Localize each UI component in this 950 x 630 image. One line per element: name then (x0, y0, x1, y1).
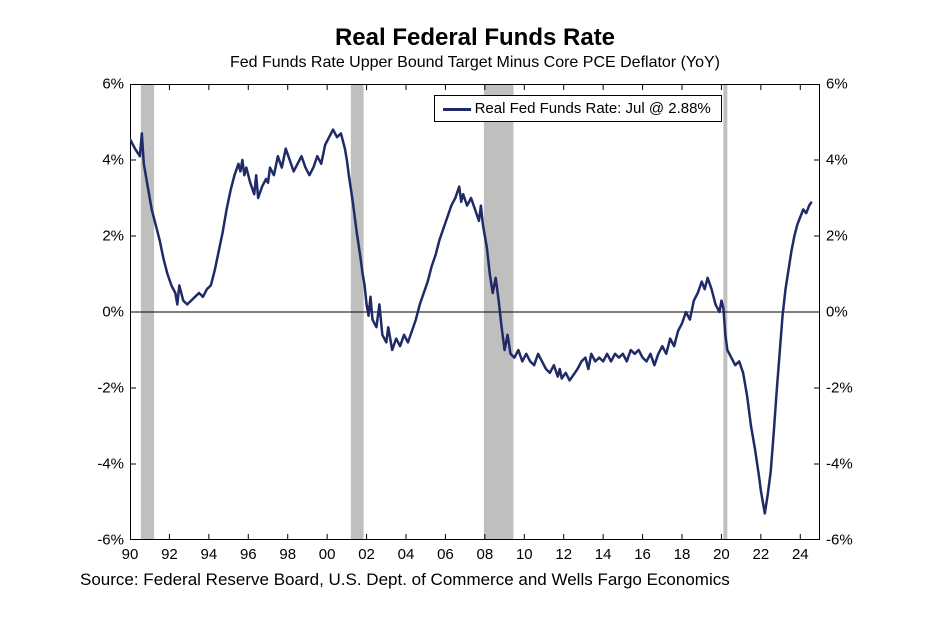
ytick-right: -2% (826, 380, 853, 397)
ytick-right: 4% (826, 152, 848, 169)
chart-legend: Real Fed Funds Rate: Jul @ 2.88% (434, 95, 722, 122)
ytick-right: 0% (826, 304, 848, 321)
chart-svg (130, 84, 820, 540)
plot-area: Real Fed Funds Rate: Jul @ 2.88% -6%-6%-… (130, 84, 820, 540)
chart-title: Real Federal Funds Rate (0, 24, 950, 52)
xtick: 12 (555, 546, 572, 563)
ytick-left: -6% (97, 532, 124, 549)
chart-subtitle: Fed Funds Rate Upper Bound Target Minus … (0, 54, 950, 72)
xtick: 04 (398, 546, 415, 563)
ytick-right: -6% (826, 532, 853, 549)
xtick: 96 (240, 546, 257, 563)
ytick-left: 6% (102, 76, 124, 93)
chart-source: Source: Federal Reserve Board, U.S. Dept… (80, 570, 870, 590)
legend-swatch (443, 108, 471, 111)
legend-text: Real Fed Funds Rate: Jul @ 2.88% (475, 100, 711, 117)
xtick: 00 (319, 546, 336, 563)
ytick-right: 6% (826, 76, 848, 93)
ytick-left: 4% (102, 152, 124, 169)
ytick-right: -4% (826, 456, 853, 473)
ytick-left: 0% (102, 304, 124, 321)
xtick: 10 (516, 546, 533, 563)
xtick: 20 (713, 546, 730, 563)
ytick-left: -2% (97, 380, 124, 397)
xtick: 22 (753, 546, 770, 563)
xtick: 92 (161, 546, 178, 563)
xtick: 08 (477, 546, 494, 563)
xtick: 14 (595, 546, 612, 563)
xtick: 16 (634, 546, 651, 563)
xtick: 06 (437, 546, 454, 563)
ytick-left: 2% (102, 228, 124, 245)
xtick: 94 (201, 546, 218, 563)
xtick: 98 (279, 546, 296, 563)
ytick-left: -4% (97, 456, 124, 473)
xtick: 24 (792, 546, 809, 563)
xtick: 02 (358, 546, 375, 563)
xtick: 90 (122, 546, 139, 563)
xtick: 18 (674, 546, 691, 563)
ytick-right: 2% (826, 228, 848, 245)
